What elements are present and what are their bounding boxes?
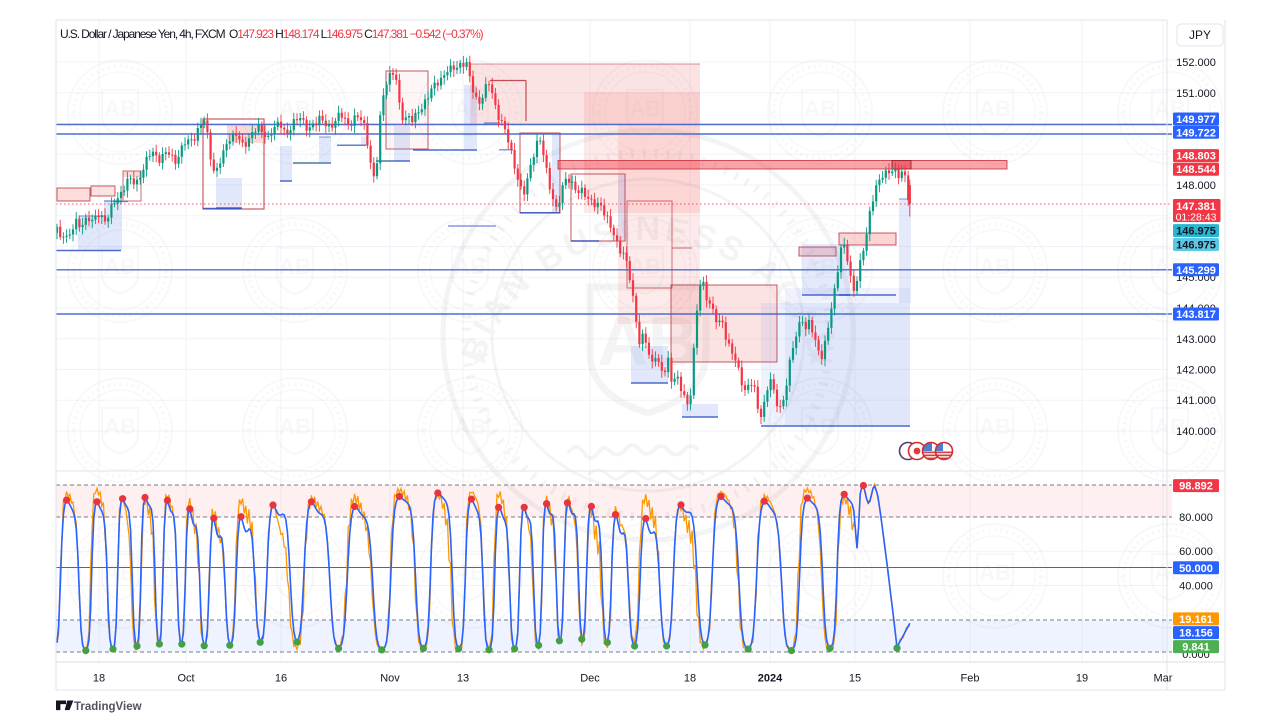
svg-text:AB: AB [597,302,698,380]
svg-text:142.000: 142.000 [1176,365,1216,377]
svg-text:★: ★ [1119,426,1127,436]
svg-text:★: ★ [69,108,77,118]
svg-text:146.975: 146.975 [1176,240,1216,252]
svg-text:16: 16 [275,673,287,685]
svg-text:AB: AB [979,96,1011,121]
svg-text:★: ★ [163,108,171,118]
svg-text:Feb: Feb [961,673,980,685]
svg-text:15: 15 [849,673,861,685]
svg-text:★: ★ [419,426,427,436]
svg-text:★: ★ [769,572,777,582]
svg-text:145.299: 145.299 [1176,265,1216,277]
svg-text:★: ★ [1119,266,1127,276]
svg-text:★: ★ [769,108,777,118]
svg-text:★: ★ [163,266,171,276]
svg-text:143.000: 143.000 [1176,334,1216,346]
svg-text:★: ★ [338,572,346,582]
svg-text:18: 18 [93,673,105,685]
svg-text:9.841: 9.841 [1182,642,1210,654]
svg-text:AB: AB [279,96,311,121]
svg-text:Oct: Oct [177,673,194,685]
svg-text:148.000: 148.000 [1176,180,1216,192]
svg-text:★: ★ [244,426,252,436]
svg-text:★: ★ [244,572,252,582]
svg-text:80.000: 80.000 [1179,512,1213,524]
svg-text:AB: AB [104,96,136,121]
svg-text:Mar: Mar [1154,673,1173,685]
svg-text:★: ★ [1038,426,1046,436]
svg-text:AB: AB [279,414,311,439]
svg-text:★: ★ [69,266,77,276]
svg-text:AB: AB [454,560,486,585]
svg-text:AB: AB [629,560,661,585]
svg-text:AB: AB [804,96,836,121]
svg-text:★: ★ [338,266,346,276]
svg-text:AB: AB [279,254,311,279]
svg-text:Nov: Nov [380,673,400,685]
svg-text:152.000: 152.000 [1176,57,1216,69]
svg-text:★: ★ [468,341,491,371]
svg-text:★: ★ [1038,108,1046,118]
svg-text:★: ★ [69,572,77,582]
svg-text:143.817: 143.817 [1176,309,1216,321]
svg-text:19: 19 [1076,673,1088,685]
svg-text:★: ★ [244,108,252,118]
svg-text:147.381: 147.381 [1176,201,1216,213]
svg-text:★: ★ [594,266,602,276]
svg-text:13: 13 [457,673,469,685]
svg-text:JPY: JPY [1189,28,1211,42]
svg-text:149.722: 149.722 [1176,127,1216,139]
svg-text:★: ★ [863,108,871,118]
svg-text:AB: AB [979,414,1011,439]
svg-text:★: ★ [163,426,171,436]
svg-text:★: ★ [419,572,427,582]
svg-text:149.977: 149.977 [1176,114,1216,126]
svg-text:★: ★ [69,426,77,436]
svg-text:TradingView: TradingView [74,701,142,713]
svg-text:★: ★ [338,426,346,436]
svg-text:AB: AB [279,560,311,585]
svg-text:18.156: 18.156 [1179,628,1213,640]
svg-text:146.975: 146.975 [1176,226,1216,238]
svg-text:AB: AB [979,254,1011,279]
svg-text:★: ★ [863,266,871,276]
svg-text:148.803: 148.803 [1176,151,1216,163]
svg-text:151.000: 151.000 [1176,88,1216,100]
svg-text:★: ★ [163,572,171,582]
svg-text:AB: AB [804,560,836,585]
svg-text:140.000: 140.000 [1176,426,1216,438]
svg-text:★: ★ [1038,266,1046,276]
svg-text:2024: 2024 [758,673,783,685]
svg-text:★: ★ [1038,572,1046,582]
svg-text:★: ★ [688,572,696,582]
svg-text:50.000: 50.000 [1179,563,1213,575]
svg-text:19.161: 19.161 [1179,614,1213,626]
svg-text:★: ★ [944,572,952,582]
svg-text:U.S. Dollar / Japanese Yen, 4h: U.S. Dollar / Japanese Yen, 4h, FXCM O14… [60,27,484,41]
svg-text:★: ★ [944,426,952,436]
svg-text:★: ★ [419,266,427,276]
svg-text:98.892: 98.892 [1179,481,1213,493]
svg-text:60.000: 60.000 [1179,546,1213,558]
svg-text:AB: AB [104,414,136,439]
svg-text:01:28:43: 01:28:43 [1176,212,1217,224]
svg-text:Dec: Dec [580,673,600,685]
svg-text:★: ★ [1119,572,1127,582]
svg-text:141.000: 141.000 [1176,395,1216,407]
svg-text:★: ★ [244,266,252,276]
svg-text:★: ★ [513,426,521,436]
svg-text:★: ★ [863,426,871,436]
svg-text:★: ★ [944,108,952,118]
svg-text:★: ★ [863,572,871,582]
svg-text:★: ★ [1119,108,1127,118]
svg-text:40.000: 40.000 [1179,581,1213,593]
svg-text:★: ★ [944,266,952,276]
svg-text:18: 18 [684,673,696,685]
svg-text:148.544: 148.544 [1176,164,1217,176]
svg-text:AB: AB [979,560,1011,585]
svg-text:AB: AB [104,254,136,279]
